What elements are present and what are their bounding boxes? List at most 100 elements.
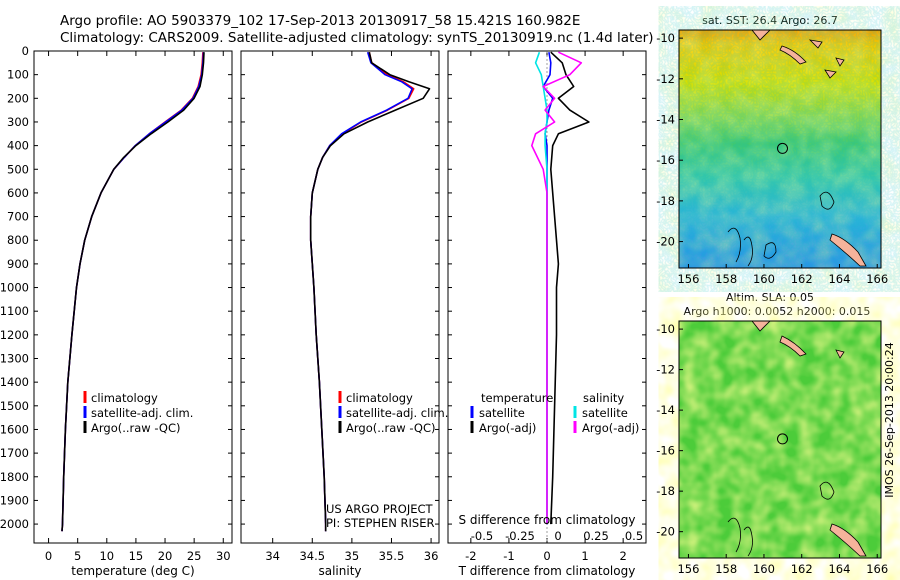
legend-label-satellite: satellite-adj. clim. xyxy=(91,406,193,420)
difference-legend: temperature salinity satellite Argo(-adj… xyxy=(470,391,639,435)
argo-float-marker xyxy=(777,433,788,445)
map-x-tick-label: 164 xyxy=(828,272,850,286)
series-line-salinity-argo-adj- xyxy=(530,51,583,525)
map-x-tick-label: 156 xyxy=(677,562,699,576)
x-tick-label: 10 xyxy=(99,549,114,563)
y-tick-label: 1700 xyxy=(0,446,29,460)
y-tick-label: 800 xyxy=(7,233,29,247)
y-tick-label: 100 xyxy=(7,68,29,82)
y-tick-label: 500 xyxy=(7,162,29,176)
map-y-tick-label: -18 xyxy=(656,194,675,208)
y-tick-label: 1000 xyxy=(0,281,29,295)
map-y-tick-label: -20 xyxy=(656,525,675,539)
reef-contour xyxy=(819,481,835,500)
island xyxy=(779,45,807,65)
island xyxy=(824,69,837,79)
series-line-salinity-satellite xyxy=(534,51,548,525)
map-y-tick-label: -14 xyxy=(656,403,675,417)
island xyxy=(808,39,823,49)
salinity-axes: 34 34.5 35 35.5 36 xyxy=(241,50,439,563)
x-tick-label-s: -0.25 xyxy=(505,529,535,543)
y-tick-label: 900 xyxy=(7,257,29,271)
land-features xyxy=(727,320,867,557)
x-tick-label: 0 xyxy=(543,549,550,563)
map-y-tick-label: -14 xyxy=(656,113,675,127)
series-line-satellite-adj-clim- xyxy=(61,52,205,532)
y-tick-label: 300 xyxy=(7,115,29,129)
pi-annotation: PI: STEPHEN RISER xyxy=(326,516,435,530)
island xyxy=(829,523,867,557)
map-x-tick-label: 160 xyxy=(753,272,775,286)
series-line-argo-raw-qc- xyxy=(309,52,431,532)
salinity-profiles xyxy=(309,51,431,532)
s-difference-label: S difference from climatology xyxy=(459,513,636,527)
x-tick-label: -1 xyxy=(503,549,514,563)
y-tick-label: 1800 xyxy=(0,470,29,484)
x-tick-label-s: 0.5 xyxy=(625,529,643,543)
y-tick-label: 1300 xyxy=(0,352,29,366)
temperature-profiles xyxy=(61,52,205,532)
map-x-tick-label: 162 xyxy=(791,272,813,286)
x-tick-label: -2 xyxy=(465,549,476,563)
map-y-tick-label: -16 xyxy=(656,153,675,167)
reef-contour xyxy=(743,236,753,267)
reef-contour xyxy=(743,526,753,557)
series-line-argo-raw-qc- xyxy=(61,52,205,532)
sla-texture xyxy=(679,321,881,558)
series-line-temperature-satellite xyxy=(542,52,554,525)
sst-map: sat. SST: 26.4 Argo: 26.7 xyxy=(678,14,882,269)
x-tick-label: 35.5 xyxy=(379,549,405,563)
land-features xyxy=(727,29,867,267)
legend-label-climatology: climatology xyxy=(346,391,413,405)
argo-float-marker xyxy=(777,142,788,154)
map-x-tick-label: 166 xyxy=(866,272,888,286)
x-tick-label-s: 0.25 xyxy=(583,529,609,543)
temperature-legend: climatology satellite-adj. clim. Argo(..… xyxy=(83,391,193,435)
temperature-panel-frame xyxy=(33,50,233,544)
y-tick-label: 1600 xyxy=(0,422,29,436)
sla-map: Altim. SLA: 0.05 Argo h1000: 0.0052 h200… xyxy=(678,291,882,559)
y-tick-label: 0 xyxy=(22,44,29,58)
map-y-tick-label: -20 xyxy=(656,235,675,249)
map-x-tick-label: 158 xyxy=(715,272,737,286)
map-y-tick-label: -10 xyxy=(656,31,675,45)
series-line-temperature-argo-adj- xyxy=(549,51,590,525)
legend-label-satellite: satellite-adj. clim. xyxy=(346,406,448,420)
x-tick-label: 2 xyxy=(619,549,626,563)
y-tick-label: 1900 xyxy=(0,493,29,507)
island xyxy=(835,349,845,359)
salinity-panel-frame xyxy=(240,50,440,544)
map-x-tick-label: 160 xyxy=(753,562,775,576)
x-tick-label: 0 xyxy=(45,549,52,563)
reef-contour xyxy=(727,517,741,553)
project-annotation: US ARGO PROJECT xyxy=(326,502,434,516)
x-tick-label: 1 xyxy=(581,549,588,563)
island xyxy=(829,233,867,267)
x-tick-label-s: 0 xyxy=(554,529,561,543)
x-tick-label: 34.5 xyxy=(299,549,325,563)
legend-header-salinity: salinity xyxy=(583,391,624,405)
sla-map-frame xyxy=(678,320,882,559)
reef-contour xyxy=(727,227,741,263)
x-tick-label: 36 xyxy=(424,549,439,563)
legend-label-argo: Argo(..raw -QC) xyxy=(346,421,436,435)
x-tick-label: 20 xyxy=(158,549,173,563)
imos-timestamp: IMOS 26-Sep-2013 20:00:24 xyxy=(883,342,896,497)
legend-label-climatology: climatology xyxy=(91,391,158,405)
temperature-xlabel: temperature (deg C) xyxy=(71,564,194,578)
t-difference-xlabel: T difference from climatology xyxy=(458,564,636,578)
figure-title-line-2: Climatology: CARS2009. Satellite-adjuste… xyxy=(60,30,654,46)
x-tick-label: 15 xyxy=(129,549,144,563)
map-x-tick-label: 156 xyxy=(677,272,699,286)
series-line-satellite-adj-clim- xyxy=(309,51,413,532)
y-tick-label: 1500 xyxy=(0,399,29,413)
legend-label-argo: Argo(..raw -QC) xyxy=(91,421,181,435)
map-x-tick-label: 162 xyxy=(791,562,813,576)
legend-header-temperature: temperature xyxy=(481,391,553,405)
x-tick-label: 34 xyxy=(265,549,280,563)
y-tick-label: 600 xyxy=(7,186,29,200)
map-y-tick-label: -10 xyxy=(656,322,675,336)
reef-contour xyxy=(763,242,777,259)
x-tick-label: 25 xyxy=(187,549,202,563)
